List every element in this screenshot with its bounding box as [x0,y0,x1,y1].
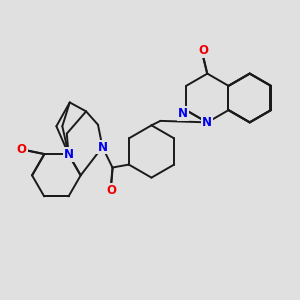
Text: N: N [178,106,188,120]
Text: N: N [64,148,74,161]
Text: N: N [202,116,212,129]
Text: N: N [98,140,107,154]
Text: O: O [106,184,116,196]
Text: O: O [16,142,27,156]
Text: O: O [198,44,208,57]
